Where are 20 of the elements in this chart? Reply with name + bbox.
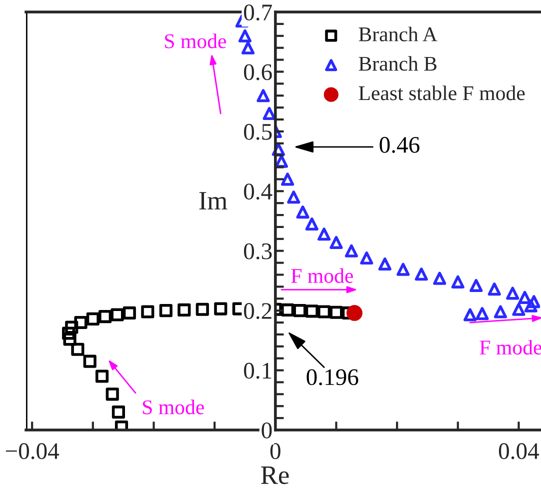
y-tick-label: 0.1 — [244, 362, 272, 379]
y-tick-label: 0.3 — [244, 243, 272, 260]
annotation: S mode — [165, 34, 226, 48]
legend-label: Least stable F mode — [358, 86, 525, 100]
y-tick-label: 0.7 — [244, 4, 272, 21]
annotation: F mode — [291, 268, 353, 283]
y-axis-title: Im — [199, 192, 228, 210]
legend-label: Branch B — [358, 56, 436, 71]
annotation: 0.46 — [380, 136, 420, 153]
y-tick-label: 0.6 — [244, 64, 272, 80]
y-tick-label: 0.4 — [244, 184, 272, 200]
y-tick-label: 0 — [262, 422, 272, 438]
annotation: S mode — [142, 400, 204, 414]
legend-label: Branch A — [358, 26, 438, 42]
x-tick-label: 0.04 — [498, 443, 539, 460]
x-tick-label: −0.04 — [6, 443, 60, 460]
x-axis-title: Re — [261, 466, 289, 484]
y-tick-label: 0.2 — [244, 303, 272, 320]
y-tick-label: 0.5 — [244, 124, 272, 140]
annotation: 0.196 — [306, 369, 358, 386]
